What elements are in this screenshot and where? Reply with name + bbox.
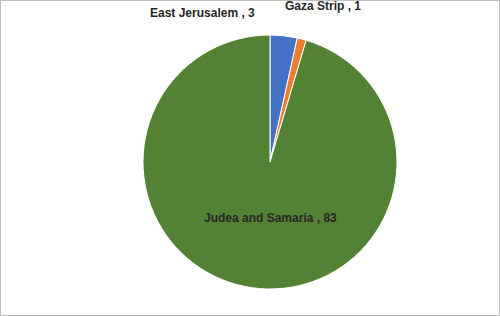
svg-text:Judea and Samaria , 83: Judea and Samaria , 83 — [204, 211, 337, 225]
svg-text:East Jerusalem , 3: East Jerusalem , 3 — [150, 6, 255, 20]
svg-text:Gaza Strip , 1: Gaza Strip , 1 — [285, 1, 361, 13]
